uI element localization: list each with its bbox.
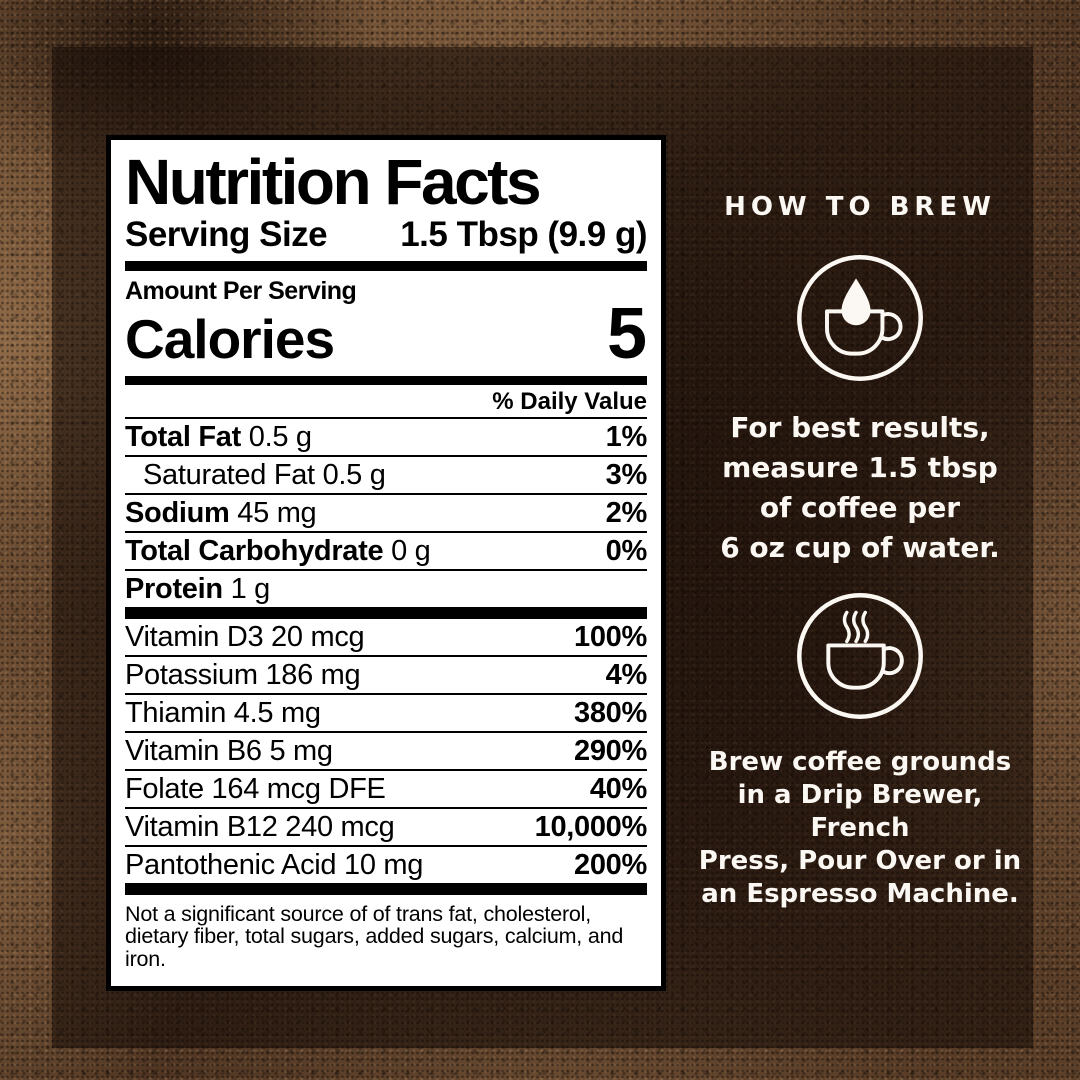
brew-step-2-text: Brew coffee grounds in a Drip Brewer, Fr… (698, 746, 1022, 909)
serving-size-label: Serving Size (125, 215, 328, 254)
vitamin-name: Vitamin D3 20 mcg (125, 620, 365, 653)
vitamin-row-pantothenic-acid: Pantothenic Acid 10 mg 200% (125, 847, 647, 883)
vitamin-row-b12: Vitamin B12 240 mcg 10,000% (125, 809, 647, 847)
vitamin-percent: 380% (574, 696, 647, 729)
label-footnote: Not a significant source of of trans fat… (125, 901, 624, 971)
vitamin-name: Folate 164 mcg DFE (125, 772, 386, 805)
vitamin-row-thiamin: Thiamin 4.5 mg 380% (125, 695, 647, 733)
daily-value-header: % Daily Value (125, 385, 647, 419)
nutrient-name: Total Carbohydrate 0 g (125, 534, 431, 567)
amount-per-serving-label: Amount Per Serving (125, 276, 357, 305)
nutrient-name: Sodium 45 mg (125, 496, 317, 529)
nutrient-name: Total Fat 0.5 g (125, 420, 312, 453)
vitamin-name: Pantothenic Acid 10 mg (125, 848, 424, 881)
serving-size-value: 1.5 Tbsp (9.9 g) (400, 215, 647, 254)
divider-bar (125, 375, 647, 385)
nutrient-percent: 0% (605, 534, 648, 567)
vitamin-percent: 290% (574, 734, 647, 767)
vitamin-row-folate: Folate 164 mcg DFE 40% (125, 771, 647, 809)
nutrient-row-saturated-fat: Saturated Fat 0.5 g 3% (125, 457, 647, 495)
calories-value: 5 (606, 293, 647, 374)
vitamin-name: Thiamin 4.5 mg (125, 696, 321, 729)
nutrient-name: Saturated Fat 0.5 g (143, 458, 386, 491)
nutrient-percent: 1% (605, 420, 648, 453)
vitamin-percent: 40% (589, 772, 647, 805)
vitamin-percent: 4% (605, 658, 648, 691)
divider-bar (125, 260, 647, 271)
nutrition-facts-title: Nutrition Facts (125, 146, 542, 218)
nutrient-row-protein: Protein 1 g (125, 571, 647, 607)
divider-bar (125, 882, 647, 895)
nutrient-row-total-carbohydrate: Total Carbohydrate 0 g 0% (125, 533, 647, 571)
steaming-cup-icon (794, 590, 926, 722)
nutrient-row-sodium: Sodium 45 mg 2% (125, 495, 647, 533)
vitamin-name: Vitamin B6 5 mg (125, 734, 333, 767)
vitamin-row-b6: Vitamin B6 5 mg 290% (125, 733, 647, 771)
nutrient-percent: 2% (605, 496, 648, 529)
vitamin-percent: 200% (574, 848, 647, 881)
nutrient-percent: 3% (605, 458, 648, 491)
calories-row: Calories 5 (125, 293, 647, 374)
vitamin-percent: 10,000% (534, 810, 648, 843)
how-to-brew-heading: HOW TO BREW (724, 192, 996, 222)
calories-label: Calories (125, 307, 335, 370)
nutrient-name: Protein 1 g (125, 572, 270, 605)
vitamin-row-d3: Vitamin D3 20 mcg 100% (125, 619, 647, 657)
how-to-brew-panel: HOW TO BREW For best results, measure 1.… (698, 0, 1022, 911)
nutrition-facts-label: Nutrition Facts Serving Size 1.5 Tbsp (9… (106, 135, 666, 992)
vitamin-name: Vitamin B12 240 mcg (125, 810, 395, 843)
vitamin-row-potassium: Potassium 186 mg 4% (125, 657, 647, 695)
water-drop-cup-icon (794, 252, 926, 384)
divider-bar (125, 606, 647, 619)
vitamin-name: Potassium 186 mg (125, 658, 361, 691)
vitamin-percent: 100% (574, 620, 647, 653)
serving-size-row: Serving Size 1.5 Tbsp (9.9 g) (125, 215, 647, 255)
nutrient-row-total-fat: Total Fat 0.5 g 1% (125, 419, 647, 457)
brew-step-1-text: For best results, measure 1.5 tbsp of co… (720, 410, 1000, 564)
